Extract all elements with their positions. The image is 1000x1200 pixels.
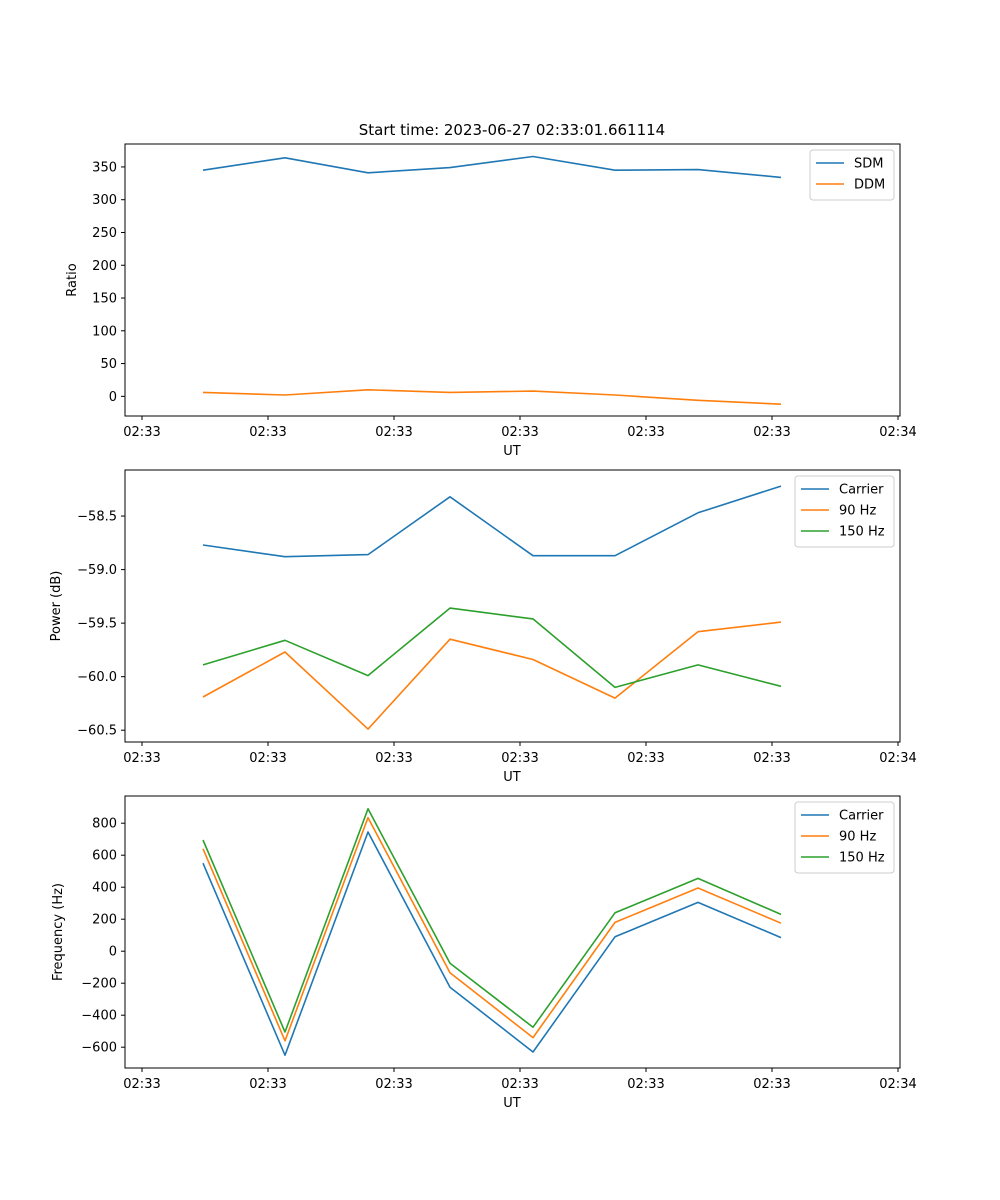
y-tick-label: −58.5 [77, 510, 117, 525]
y-tick-label: −200 [81, 977, 117, 992]
legend: Carrier 90 Hz 150 Hz [794, 475, 895, 548]
series-line-90-hz [202, 621, 782, 730]
y-tick-label: −59.5 [77, 617, 117, 632]
chart-panel-3: 02:33 02:33 02:33 02:33 02:33 02:33 02:34 800 60… [51, 795, 917, 1111]
y-axis-label: Power (dB) [49, 571, 64, 642]
legend-label: 150 Hz [839, 525, 885, 540]
legend-label: 150 Hz [839, 851, 885, 866]
y-tick-label: −60.5 [77, 724, 117, 739]
x-tick-label: 02:33 [123, 425, 160, 440]
legend-label: DDM [854, 178, 885, 193]
series-line-carrier [202, 485, 782, 558]
legend-box [794, 475, 895, 548]
x-tick-label: 02:33 [753, 1077, 790, 1092]
y-tick-label: 200 [92, 259, 117, 274]
y-tick-label: −600 [81, 1041, 117, 1056]
legend-label: Carrier [839, 483, 884, 498]
legend-label: 90 Hz [839, 830, 876, 845]
x-tick-label: 02:33 [501, 751, 538, 766]
y-tick-label: −59.0 [77, 563, 117, 578]
series-line-carrier [202, 831, 782, 1056]
y-axis-label: Ratio [65, 263, 80, 296]
y-tick-label: −60.0 [77, 670, 117, 685]
legend: Carrier 90 Hz 150 Hz [794, 801, 895, 874]
y-tick-label: 0 [109, 945, 117, 960]
y-tick-label: 200 [92, 913, 117, 928]
y-tick-label: 100 [92, 324, 117, 339]
panels: 02:33 02:33 02:33 02:33 02:33 02:33 02:34 0 50 10… [49, 143, 917, 1111]
x-tick-label: 02:33 [123, 751, 160, 766]
figure-title: Start time: 2023-06-27 02:33:01.661114 [359, 121, 665, 139]
y-tick-label: 800 [92, 817, 117, 832]
series-line-90-hz [202, 816, 782, 1042]
x-tick-label: 02:33 [627, 425, 664, 440]
series-line-ddm [202, 388, 782, 405]
legend-label: SDM [854, 157, 883, 172]
x-tick-label: 02:33 [249, 751, 286, 766]
legend-label: 90 Hz [839, 504, 876, 519]
x-tick-label: 02:33 [627, 751, 664, 766]
x-tick-label: 02:33 [249, 1077, 286, 1092]
y-tick-label: 350 [92, 160, 117, 175]
x-tick-label: 02:33 [501, 425, 538, 440]
x-axis-label: UT [503, 770, 521, 785]
x-tick-label: 02:33 [375, 1077, 412, 1092]
series-line-150-hz [202, 807, 782, 1033]
x-tick-label: 02:33 [375, 751, 412, 766]
x-tick-label: 02:33 [753, 425, 790, 440]
legend-box [794, 801, 895, 874]
x-tick-label: 02:34 [879, 1077, 916, 1092]
legend: SDM DDM [809, 149, 895, 201]
x-tick-label: 02:33 [627, 1077, 664, 1092]
x-tick-label: 02:33 [753, 751, 790, 766]
x-tick-label: 02:34 [879, 425, 916, 440]
x-tick-label: 02:33 [249, 425, 286, 440]
y-tick-label: 400 [92, 881, 117, 896]
x-axis-label: UT [503, 1096, 521, 1111]
x-tick-label: 02:33 [501, 1077, 538, 1092]
y-tick-label: 0 [109, 390, 117, 405]
y-tick-label: 250 [92, 226, 117, 241]
plot-frame [124, 795, 901, 1069]
y-tick-label: 150 [92, 292, 117, 307]
chart-panel-2: 02:33 02:33 02:33 02:33 02:33 02:33 02:34 −58.5… [49, 469, 917, 785]
x-tick-label: 02:33 [375, 425, 412, 440]
y-axis-label: Frequency (Hz) [51, 883, 66, 981]
series-line-sdm [202, 155, 782, 179]
y-tick-label: 600 [92, 849, 117, 864]
y-tick-label: 300 [92, 193, 117, 208]
plot-frame [124, 469, 901, 743]
y-tick-label: −400 [81, 1009, 117, 1024]
plot-frame [124, 143, 901, 417]
chart-panel-1: 02:33 02:33 02:33 02:33 02:33 02:33 02:34 0 50 10… [65, 143, 917, 459]
legend-label: Carrier [839, 809, 884, 824]
x-axis-label: UT [503, 444, 521, 459]
y-tick-label: 50 [100, 357, 117, 372]
series-line-150-hz [202, 607, 782, 689]
x-tick-label: 02:34 [879, 751, 916, 766]
x-tick-label: 02:33 [123, 1077, 160, 1092]
